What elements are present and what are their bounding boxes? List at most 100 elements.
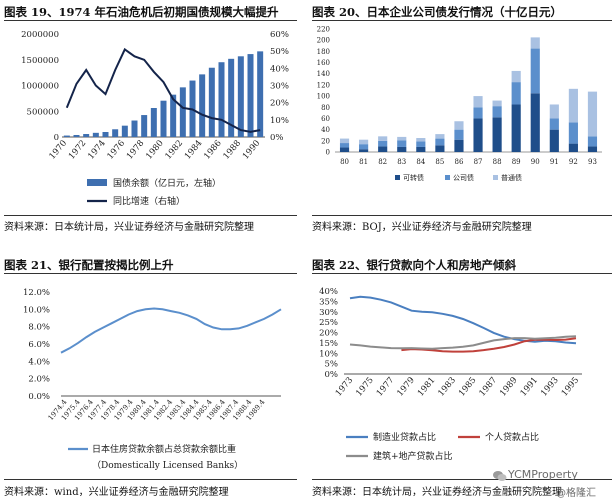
chart3-y-tick: 8.0%	[28, 323, 50, 333]
chart4-title-rule	[312, 273, 612, 274]
chart1-x-tick: 1988	[222, 139, 244, 162]
watermark-text: YCMProperty	[508, 468, 578, 481]
chart2-bar-seg	[435, 134, 445, 139]
chart3-source-rule	[4, 479, 297, 480]
chart2-bar-seg	[435, 138, 445, 146]
chart3-source: 资料来源：wind，兴业证券经济与金融研究院整理	[4, 487, 229, 498]
chart2-y-tick: 140	[317, 70, 330, 78]
chart1-bar	[73, 134, 80, 137]
chart4-y-tick: 10%	[319, 349, 338, 359]
chart1-bar	[237, 56, 244, 137]
chart1-bar	[141, 115, 148, 137]
chart4-y-tick: 25%	[319, 318, 338, 328]
chart4-y-tick: 15%	[319, 339, 338, 349]
chart3-y-tick: 4.0%	[28, 357, 50, 367]
chart4-x-tick: 1985	[457, 376, 479, 399]
chart2-legend-swatch	[445, 175, 450, 180]
chart3-legend-label: 日本住房贷款余额占总贷款余额比重	[92, 443, 236, 455]
chart4-y-tick: 5%	[325, 360, 339, 370]
chart1-y-left-tick: 500000	[27, 107, 59, 117]
chart2-y-tick: 180	[317, 48, 330, 56]
chart2-bar-seg	[530, 48, 540, 94]
chart2-bar-seg	[568, 122, 578, 144]
chart2-bar-seg	[378, 146, 388, 152]
chart4-y-tick: 35%	[319, 297, 338, 307]
chart2-source: 资料来源：BOJ，兴业证券经济与金融研究院整理	[312, 222, 532, 233]
chart1-bar	[257, 51, 264, 137]
chart4-x-tick: 1989	[498, 376, 520, 399]
chart1-y-right-tick: 50%	[270, 47, 289, 57]
chart3-y-tick: 0.0%	[28, 392, 50, 402]
chart4-series-line	[349, 295, 577, 345]
chart2-bar-seg	[492, 117, 502, 152]
chart2-legend-label: 公司债	[453, 173, 474, 182]
chart1-bar	[199, 74, 206, 137]
chart3-y-tick: 2.0%	[28, 375, 50, 385]
chart1-y-right-tick: 30%	[270, 82, 289, 92]
chart4-series-line	[349, 335, 577, 350]
chart2-x-tick: 81	[359, 158, 368, 166]
chart1-bar	[228, 58, 235, 137]
chart2-y-tick: 0	[326, 149, 330, 157]
chart2-legend-label: 普通债	[501, 173, 522, 182]
chart2-y-tick: 60	[321, 115, 330, 123]
chart1-y-right-tick: 0%	[270, 133, 284, 143]
chart2-source-rule	[312, 215, 612, 216]
chart2-bar-seg	[473, 96, 483, 108]
chart2-bar-seg	[473, 118, 483, 152]
chart1-y-left-tick: 0	[54, 133, 59, 143]
chart2-title: 图表 20、日本企业公司债发行情况（十亿日元）	[312, 5, 563, 19]
chart4-x-tick: 1987	[478, 376, 500, 399]
chart2-x-tick: 85	[435, 158, 444, 166]
chart2-y-tick: 120	[317, 81, 330, 89]
chart2-bar-seg	[587, 91, 598, 137]
chart2-y-tick: 200	[317, 37, 330, 45]
chart4-x-tick: 1983	[436, 376, 458, 399]
chart2-bar-seg	[397, 136, 407, 141]
chart1-legend-line-label: 同比增速（右轴）	[113, 195, 185, 207]
chart2-x-tick: 82	[378, 158, 387, 166]
chart1-svg: 0 500000 1000000 1500000 2000000 0% 10% 20% 30% 4…	[21, 30, 289, 207]
chart1-bar	[112, 129, 119, 137]
chart4-x-tick: 1979	[395, 376, 417, 399]
chart2-y-tick: 40	[321, 126, 330, 134]
chart1-legend-bar-swatch	[87, 179, 107, 186]
chart1-bar	[150, 108, 157, 137]
chart3-y-tick: 10.0%	[23, 305, 50, 315]
chart4-x-tick: 1995	[560, 376, 582, 399]
chart1-x-tick: 1976	[106, 139, 128, 162]
chart2-bar-seg	[416, 146, 426, 152]
chart4-x-tick: 1975	[354, 376, 376, 399]
chart3-title: 图表 21、银行配置按揭比例上升	[4, 258, 174, 272]
chart1-x-tick: 1972	[67, 139, 89, 162]
chart4-series-line	[401, 337, 577, 353]
chart2-bar-seg	[454, 121, 464, 130]
chart4-x-tick: 1993	[539, 376, 561, 399]
chart2-bar-seg	[530, 37, 540, 49]
chart2-bar-seg	[397, 146, 407, 152]
chart4-title: 图表 22、银行贷款向个人和房地产倾斜	[312, 258, 517, 272]
chart2-bar-seg	[435, 145, 445, 152]
chart4-y-tick: 0%	[325, 370, 339, 380]
chart2-x-tick: 93	[588, 158, 597, 166]
chart2-bar-seg	[378, 140, 388, 147]
chart1-x-tick: 1990	[241, 139, 263, 162]
chart2-bar-seg	[416, 141, 426, 147]
chart2-title-rule	[312, 20, 612, 21]
chart2-bar-seg	[359, 149, 369, 152]
chart4-source-rule	[312, 479, 612, 480]
chart2-bar-seg	[378, 136, 388, 141]
chart2-bar-seg	[473, 107, 483, 119]
chart2-x-tick: 86	[455, 158, 464, 166]
chart2-x-tick: 83	[397, 158, 406, 166]
chart4-y-tick: 30%	[319, 308, 338, 318]
chart2-y-tick: 220	[317, 26, 330, 34]
chart2-bar-seg	[339, 143, 350, 148]
chart2-x-tick: 84	[416, 158, 425, 166]
chart4-legend-label: 个人贷款占比	[485, 431, 539, 443]
chart3-y-tick: 6.0%	[28, 340, 50, 350]
wechat-icon	[493, 471, 507, 481]
chart2-bar-seg	[568, 143, 578, 152]
chart2-bar-seg	[454, 139, 464, 152]
chart2-bar-seg	[549, 104, 559, 119]
